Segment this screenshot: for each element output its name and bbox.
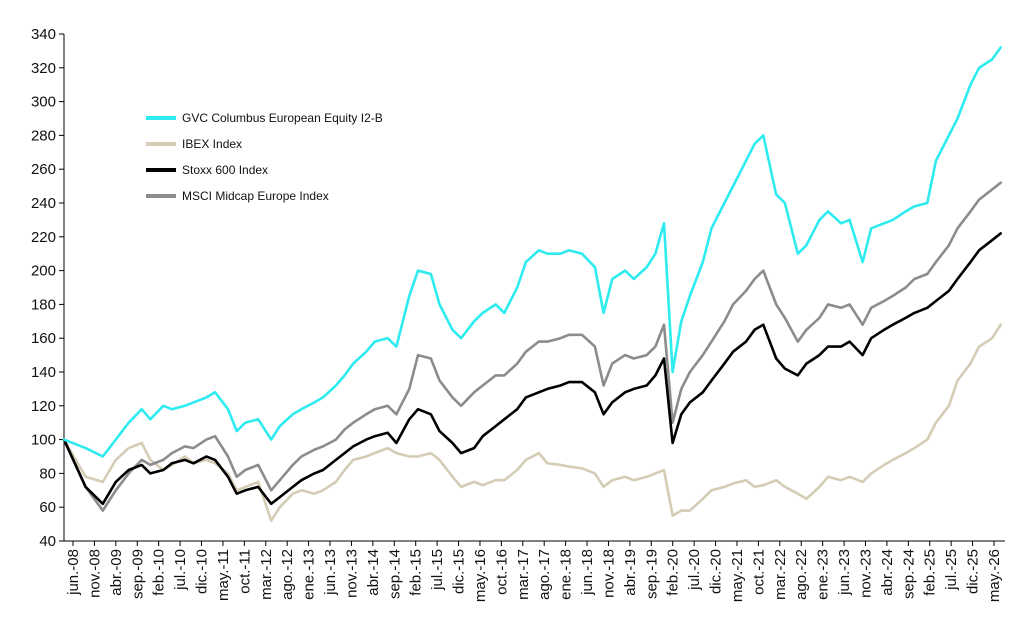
legend-label: IBEX Index [182, 137, 242, 151]
x-tick-label: dic.-20 [708, 549, 725, 594]
y-tick-label: 240 [31, 195, 56, 212]
x-tick-label: jul.-10 [172, 549, 189, 591]
x-tick-label: may.-11 [215, 549, 232, 601]
x-tick-label: oct.-21 [750, 549, 767, 595]
x-tick-label: oct.-16 [493, 549, 510, 595]
x-tick-label: ago.-17 [536, 549, 553, 600]
y-tick-label: 220 [31, 229, 56, 246]
x-tick-label: feb.-15 [408, 549, 425, 596]
y-tick-label: 200 [31, 263, 56, 280]
x-tick-label: oct.-11 [236, 549, 253, 594]
series-layer [62, 46, 1002, 522]
x-tick-label: may.-26 [986, 549, 1003, 602]
x-tick-label: may.-16 [472, 549, 489, 602]
y-tick-label: 120 [31, 398, 56, 415]
x-tick-label: ago.-22 [793, 549, 810, 600]
y-tick-label: 300 [31, 94, 56, 111]
x-tick-label: abr.-24 [879, 549, 896, 596]
x-tick-label: sep.-24 [900, 549, 917, 599]
y-tick-label: 340 [31, 26, 56, 43]
x-tick-label: nov.-13 [343, 549, 360, 598]
y-tick-label: 320 [31, 60, 56, 77]
x-tick-label: jun.-23 [836, 549, 853, 596]
x-tick-label: ene.-13 [301, 549, 318, 600]
x-tick-label: dic.-25 [965, 549, 982, 594]
x-tick-label: jul.-25 [943, 549, 960, 591]
x-tick-label: dic.-10 [194, 549, 211, 594]
x-tick-label: ene.-18 [558, 549, 575, 600]
x-tick-label: sep.-09 [129, 549, 146, 599]
x-tick-label: ene.-23 [815, 549, 832, 600]
x-tick-label: feb.-25 [922, 549, 939, 596]
x-tick-label: abr.-09 [108, 549, 125, 596]
y-tick-label: 180 [31, 296, 56, 313]
x-tick-label: abr.-14 [365, 549, 382, 596]
x-tick-label: mar.-22 [772, 549, 789, 600]
y-tick-label: 40 [39, 533, 56, 550]
y-tick-label: 100 [31, 432, 56, 449]
x-tick-label: abr.-19 [622, 549, 639, 596]
x-tick-label: mar.-17 [515, 549, 532, 600]
series-line-3 [62, 181, 1002, 512]
y-tick-label: 260 [31, 161, 56, 178]
x-tick-label: dic.-15 [451, 549, 468, 594]
y-tick-label: 280 [31, 127, 56, 144]
x-tick-label: mar.-12 [258, 549, 275, 600]
x-tick-label: ago.-12 [279, 549, 296, 600]
y-tick-label: 140 [31, 364, 56, 381]
x-tick-label: feb.-20 [665, 549, 682, 596]
x-tick-label: jun.-18 [579, 549, 596, 596]
x-tick-label: sep.-19 [643, 549, 660, 599]
x-tick-label: sep.-14 [386, 549, 403, 599]
x-tick-label: nov.-08 [86, 549, 103, 598]
legend-label: GVC Columbus European Equity I2-B [182, 111, 383, 125]
legend: GVC Columbus European Equity I2-B IBEX In… [146, 111, 383, 203]
x-tick-label: jul.-20 [686, 549, 703, 591]
x-tick-label: feb.-10 [151, 549, 168, 596]
series-line-1 [62, 323, 1002, 522]
series-line-2 [62, 232, 1002, 506]
y-tick-label: 60 [39, 499, 56, 516]
x-tick-label: may.-21 [729, 549, 746, 602]
x-tick-label: nov.-23 [857, 549, 874, 598]
legend-label: MSCI Midcap Europe Index [182, 189, 329, 203]
legend-label: Stoxx 600 Index [182, 163, 268, 177]
x-tick-label: jun.-13 [322, 549, 339, 596]
x-tick-label: jul.-15 [429, 549, 446, 591]
x-tick-label: jun.-08 [65, 549, 82, 596]
y-tick-label: 160 [31, 330, 56, 347]
series-line-0 [62, 46, 1002, 458]
y-tick-label: 80 [39, 465, 56, 482]
y-axis: 40 60 80 100 120 140 160 180 200 220 240 260 280 300 3… [31, 26, 65, 550]
x-axis: jun.-08 nov.-08 abr.-09 sep.-09 feb.-10 jul.-… [64, 540, 1005, 602]
x-tick-label: nov.-18 [600, 549, 617, 598]
